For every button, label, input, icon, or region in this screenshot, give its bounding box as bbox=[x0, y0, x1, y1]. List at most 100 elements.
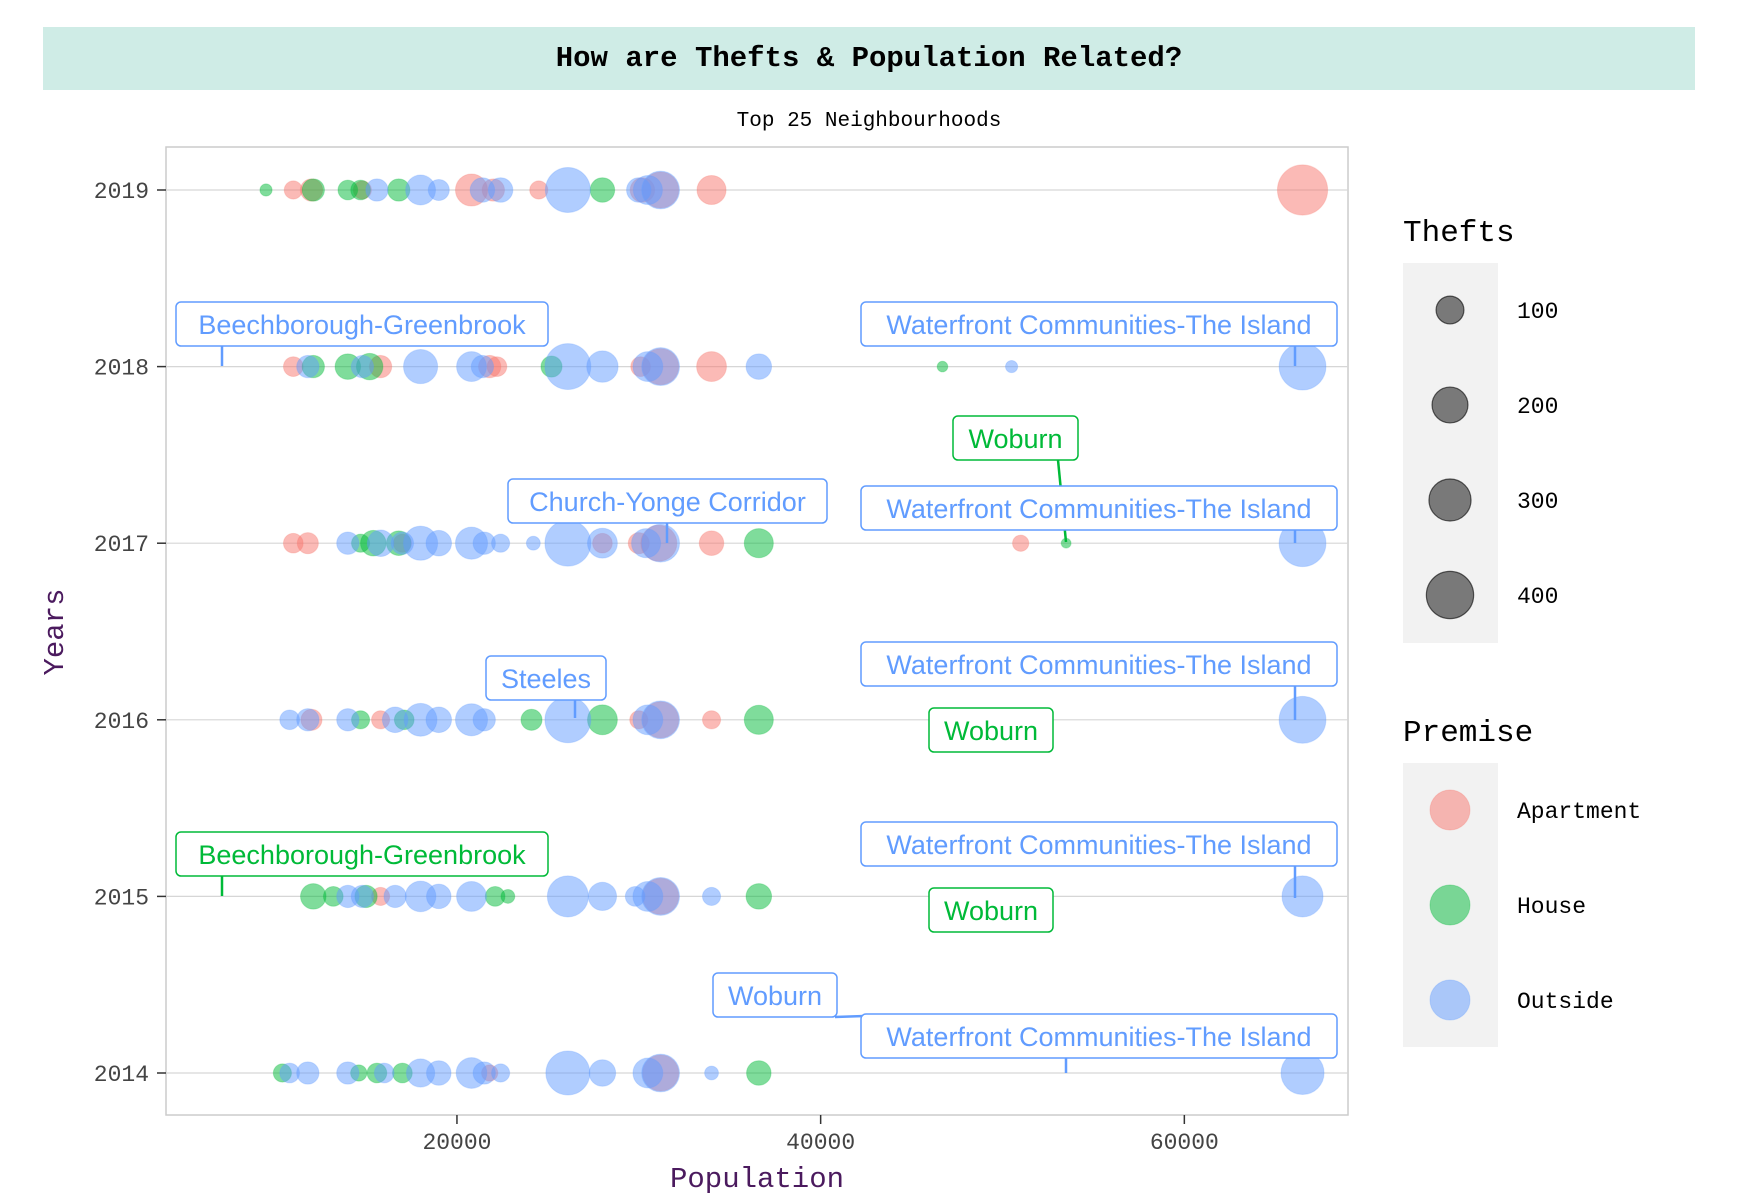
point-outside bbox=[641, 170, 681, 210]
point-outside bbox=[544, 519, 592, 567]
annotation-label: Waterfront Communities-The Island bbox=[886, 1022, 1311, 1052]
point-outside bbox=[350, 354, 375, 379]
annotation-box bbox=[485, 655, 607, 701]
point-apartment bbox=[1012, 534, 1030, 552]
point-outside bbox=[296, 354, 320, 379]
point-outside bbox=[491, 1063, 511, 1083]
point-outside bbox=[373, 1062, 395, 1084]
point-house bbox=[743, 528, 774, 559]
point-outside bbox=[544, 167, 591, 213]
y-tick-label: 2018 bbox=[94, 356, 149, 382]
y-axis-title: Years bbox=[39, 588, 72, 675]
annotation-label: Waterfront Communities-The Island bbox=[886, 650, 1311, 680]
annotation-box bbox=[860, 485, 1338, 531]
y-tick-label: 2014 bbox=[94, 1062, 149, 1088]
size-legend-key bbox=[1428, 478, 1472, 522]
point-outside bbox=[403, 349, 439, 385]
y-tick-label: 2016 bbox=[94, 709, 149, 735]
point-outside bbox=[425, 1060, 452, 1086]
annotation-label: Woburn bbox=[728, 981, 822, 1011]
point-outside bbox=[1278, 342, 1327, 391]
color-legend-label: Apartment bbox=[1517, 799, 1641, 825]
point-outside bbox=[427, 178, 450, 202]
point-house bbox=[589, 177, 616, 203]
point-outside bbox=[586, 527, 618, 559]
size-legend-label: 400 bbox=[1517, 584, 1558, 610]
point-outside bbox=[336, 1061, 360, 1085]
annotation-box bbox=[928, 707, 1054, 753]
y-tick-label: 2015 bbox=[94, 885, 149, 911]
point-outside bbox=[641, 876, 681, 916]
annotation-box bbox=[175, 831, 549, 877]
annotation-box bbox=[712, 972, 838, 1018]
point-apartment bbox=[696, 351, 727, 383]
axes: 2014 2015 2016 2017 2018 2019 20000 40000 60000 bbox=[94, 179, 1219, 1156]
point-outside bbox=[1005, 360, 1019, 374]
annotation-label: Waterfront Communities-The Island bbox=[886, 830, 1311, 860]
size-legend-key bbox=[1431, 386, 1469, 424]
point-outside bbox=[525, 535, 541, 551]
point-outside bbox=[425, 529, 453, 557]
annotation-labels: Beechborough-Greenbrook Waterfront Commun… bbox=[175, 301, 1338, 1073]
size-legend-title: Thefts bbox=[1403, 216, 1515, 251]
point-outside bbox=[491, 533, 511, 553]
point-outside bbox=[544, 343, 592, 391]
point-outside bbox=[704, 1065, 719, 1081]
point-outside bbox=[1278, 695, 1327, 744]
point-outside bbox=[586, 350, 619, 383]
point-house bbox=[500, 888, 516, 904]
title-band bbox=[43, 27, 1695, 90]
annotation-box bbox=[507, 478, 828, 524]
size-legend-label: 200 bbox=[1517, 394, 1558, 420]
point-apartment bbox=[698, 530, 725, 556]
point-house bbox=[586, 704, 618, 736]
size-legend-key bbox=[1435, 295, 1465, 325]
size-legend-key bbox=[1425, 570, 1475, 620]
size-legend-label: 100 bbox=[1517, 299, 1558, 325]
point-apartment bbox=[1276, 164, 1329, 216]
annotation-label: Steeles bbox=[501, 664, 591, 694]
annotation-label: Beechborough-Greenbrook bbox=[198, 310, 526, 340]
annotation-box bbox=[860, 821, 1338, 867]
plot-panel bbox=[165, 146, 1349, 1116]
annotation-label: Waterfront Communities-The Island bbox=[886, 494, 1311, 524]
x-tick-label: 40000 bbox=[786, 1130, 855, 1156]
point-outside bbox=[425, 706, 453, 734]
annotation-label: Woburn bbox=[944, 896, 1038, 926]
point-house bbox=[936, 360, 949, 373]
y-tick-label: 2019 bbox=[94, 179, 149, 205]
color-legend-key bbox=[1429, 789, 1471, 831]
point-house bbox=[745, 883, 773, 910]
point-outside bbox=[641, 347, 681, 387]
point-outside bbox=[546, 875, 589, 918]
annotation-box bbox=[928, 887, 1054, 933]
data-points bbox=[259, 164, 1329, 1096]
size-legend-label: 300 bbox=[1517, 489, 1558, 515]
color-legend-label: House bbox=[1517, 894, 1586, 920]
point-outside bbox=[365, 178, 389, 202]
annotation-box bbox=[860, 1013, 1338, 1059]
point-outside bbox=[350, 884, 375, 909]
point-apartment bbox=[283, 180, 303, 200]
point-outside bbox=[336, 708, 360, 732]
point-house bbox=[743, 704, 774, 735]
point-outside bbox=[366, 529, 395, 557]
color-legend-title: Premise bbox=[1403, 716, 1533, 751]
point-apartment bbox=[296, 532, 319, 555]
point-outside bbox=[425, 883, 452, 910]
color-legend-key bbox=[1429, 979, 1471, 1021]
y-tick-label: 2017 bbox=[94, 532, 149, 558]
x-tick-label: 60000 bbox=[1150, 1130, 1219, 1156]
point-outside bbox=[336, 531, 360, 555]
point-house bbox=[746, 1060, 772, 1086]
point-outside bbox=[383, 884, 407, 909]
point-outside bbox=[641, 700, 681, 740]
point-outside bbox=[641, 1053, 681, 1093]
chart-title: How are Thefts & Population Related? bbox=[556, 42, 1183, 75]
point-outside bbox=[487, 177, 514, 203]
annotation-box bbox=[952, 415, 1079, 461]
chart-subtitle: Top 25 Neighbourhoods bbox=[737, 110, 1002, 133]
point-house bbox=[520, 708, 543, 731]
x-axis-title: Population bbox=[670, 1163, 844, 1196]
